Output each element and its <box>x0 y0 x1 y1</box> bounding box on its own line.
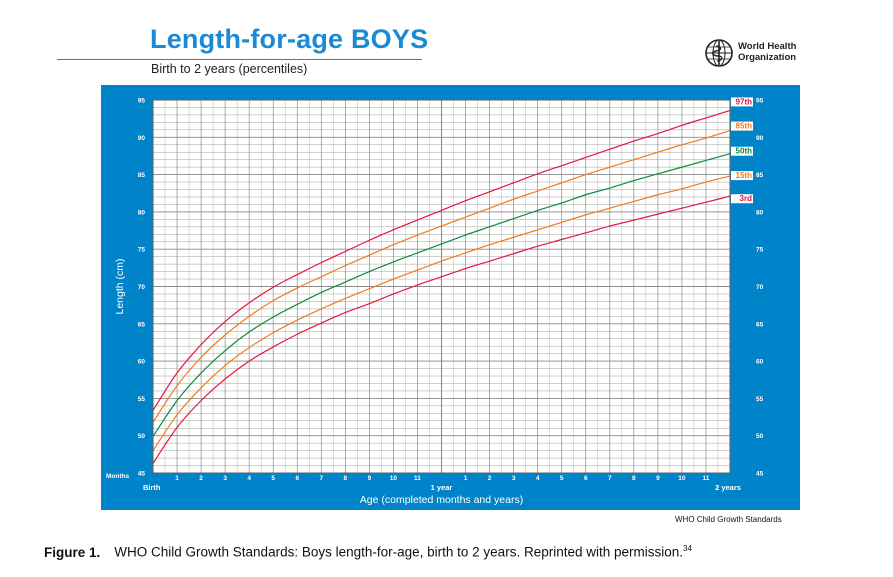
x-tick-label: 4 <box>247 475 251 482</box>
y-tick-label-right: 50 <box>756 433 764 440</box>
y-tick-label-right: 45 <box>756 471 764 478</box>
x-tick-label: 8 <box>632 475 636 482</box>
x-tick-label: 8 <box>344 475 348 482</box>
series-label-bg <box>731 146 753 156</box>
y-tick-label-left: 85 <box>138 172 146 179</box>
series-label-97th: 97th <box>736 97 753 106</box>
source-note: WHO Child Growth Standards <box>675 515 782 524</box>
percentile-curve-50th <box>152 153 731 437</box>
x-tick-label: 4 <box>536 475 540 482</box>
caption-label: Figure 1. <box>44 544 101 560</box>
title-underline <box>57 59 422 60</box>
y-tick-label-left: 60 <box>138 359 146 366</box>
y-tick-label-left: 50 <box>138 433 146 440</box>
x-tick-label: 6 <box>295 475 299 482</box>
y-tick-label-right: 85 <box>756 172 764 179</box>
who-emblem-icon <box>705 39 733 67</box>
x-tick-label: 6 <box>584 475 588 482</box>
who-wordmark: World Health Organization <box>738 41 796 63</box>
y-tick-label-left: 70 <box>138 284 146 291</box>
x-tick-label: 3 <box>512 475 516 482</box>
who-name-line2: Organization <box>738 52 797 63</box>
x-tick-label: 2 <box>488 475 492 482</box>
x-tick-label: 11 <box>414 475 421 482</box>
y-tick-label-right: 90 <box>756 135 764 142</box>
chart-title: Length-for-age BOYS <box>150 24 429 54</box>
y-tick-label-left: 45 <box>138 471 146 478</box>
series-label-bg <box>731 121 753 131</box>
y-tick-label-right: 70 <box>756 284 764 291</box>
x-tick-label: 7 <box>608 475 612 482</box>
x-tick-label-major: 1 year <box>431 483 453 492</box>
x-tick-label: 3 <box>223 475 227 482</box>
y-tick-label-left: 95 <box>138 98 146 105</box>
x-axis-unit-label: Months <box>106 473 129 480</box>
percentile-curve-97th <box>152 109 731 411</box>
x-tick-label: 5 <box>271 475 275 482</box>
x-tick-label: 1 <box>464 475 468 482</box>
percentile-curve-15th <box>152 175 731 451</box>
y-tick-label-right: 60 <box>756 359 764 366</box>
who-name-line1: World Health <box>738 41 797 52</box>
y-tick-label-right: 65 <box>756 321 764 328</box>
x-axis-title: Age (completed months and years) <box>360 494 523 506</box>
x-tick-label: 10 <box>678 475 686 482</box>
y-tick-label-right: 75 <box>756 247 764 254</box>
x-tick-label-major: 2 years <box>715 483 741 492</box>
x-tick-label: 9 <box>656 475 660 482</box>
series-label-bg <box>731 194 753 204</box>
percentile-curve-85th <box>152 130 731 423</box>
y-tick-label-right: 95 <box>756 98 764 105</box>
y-tick-label-left: 75 <box>138 247 146 254</box>
caption-reference: 34 <box>683 544 692 553</box>
x-tick-label: 11 <box>703 475 710 482</box>
figure-caption: Figure 1. WHO Child Growth Standards: Boy… <box>44 544 692 560</box>
plot-frame <box>152 99 731 474</box>
series-label-3rd: 3rd <box>740 194 753 203</box>
chart-subtitle: Birth to 2 years (percentiles) <box>151 62 308 76</box>
x-tick-label: 1 <box>175 475 179 482</box>
y-tick-label-left: 90 <box>138 135 146 142</box>
y-axis-title: Length (cm) <box>114 258 126 314</box>
y-tick-label-right: 55 <box>756 396 764 403</box>
y-tick-label-left: 65 <box>138 321 146 328</box>
series-label-85th: 85th <box>736 122 753 131</box>
percentile-curve-3rd <box>152 195 731 464</box>
series-label-15th: 15th <box>736 171 753 180</box>
caption-text: WHO Child Growth Standards: Boys length-… <box>114 544 684 560</box>
x-tick-label: 10 <box>390 475 398 482</box>
series-label-bg <box>731 171 753 181</box>
x-tick-label: 2 <box>199 475 203 482</box>
x-tick-label: 7 <box>319 475 323 482</box>
x-tick-label-major: Birth <box>143 483 161 492</box>
y-tick-label-left: 55 <box>138 396 146 403</box>
series-label-bg <box>731 97 753 107</box>
x-tick-label: 5 <box>560 475 564 482</box>
y-tick-label-right: 80 <box>756 209 764 216</box>
x-tick-label: 9 <box>368 475 372 482</box>
y-tick-label-left: 80 <box>138 209 146 216</box>
series-label-50th: 50th <box>736 147 753 156</box>
